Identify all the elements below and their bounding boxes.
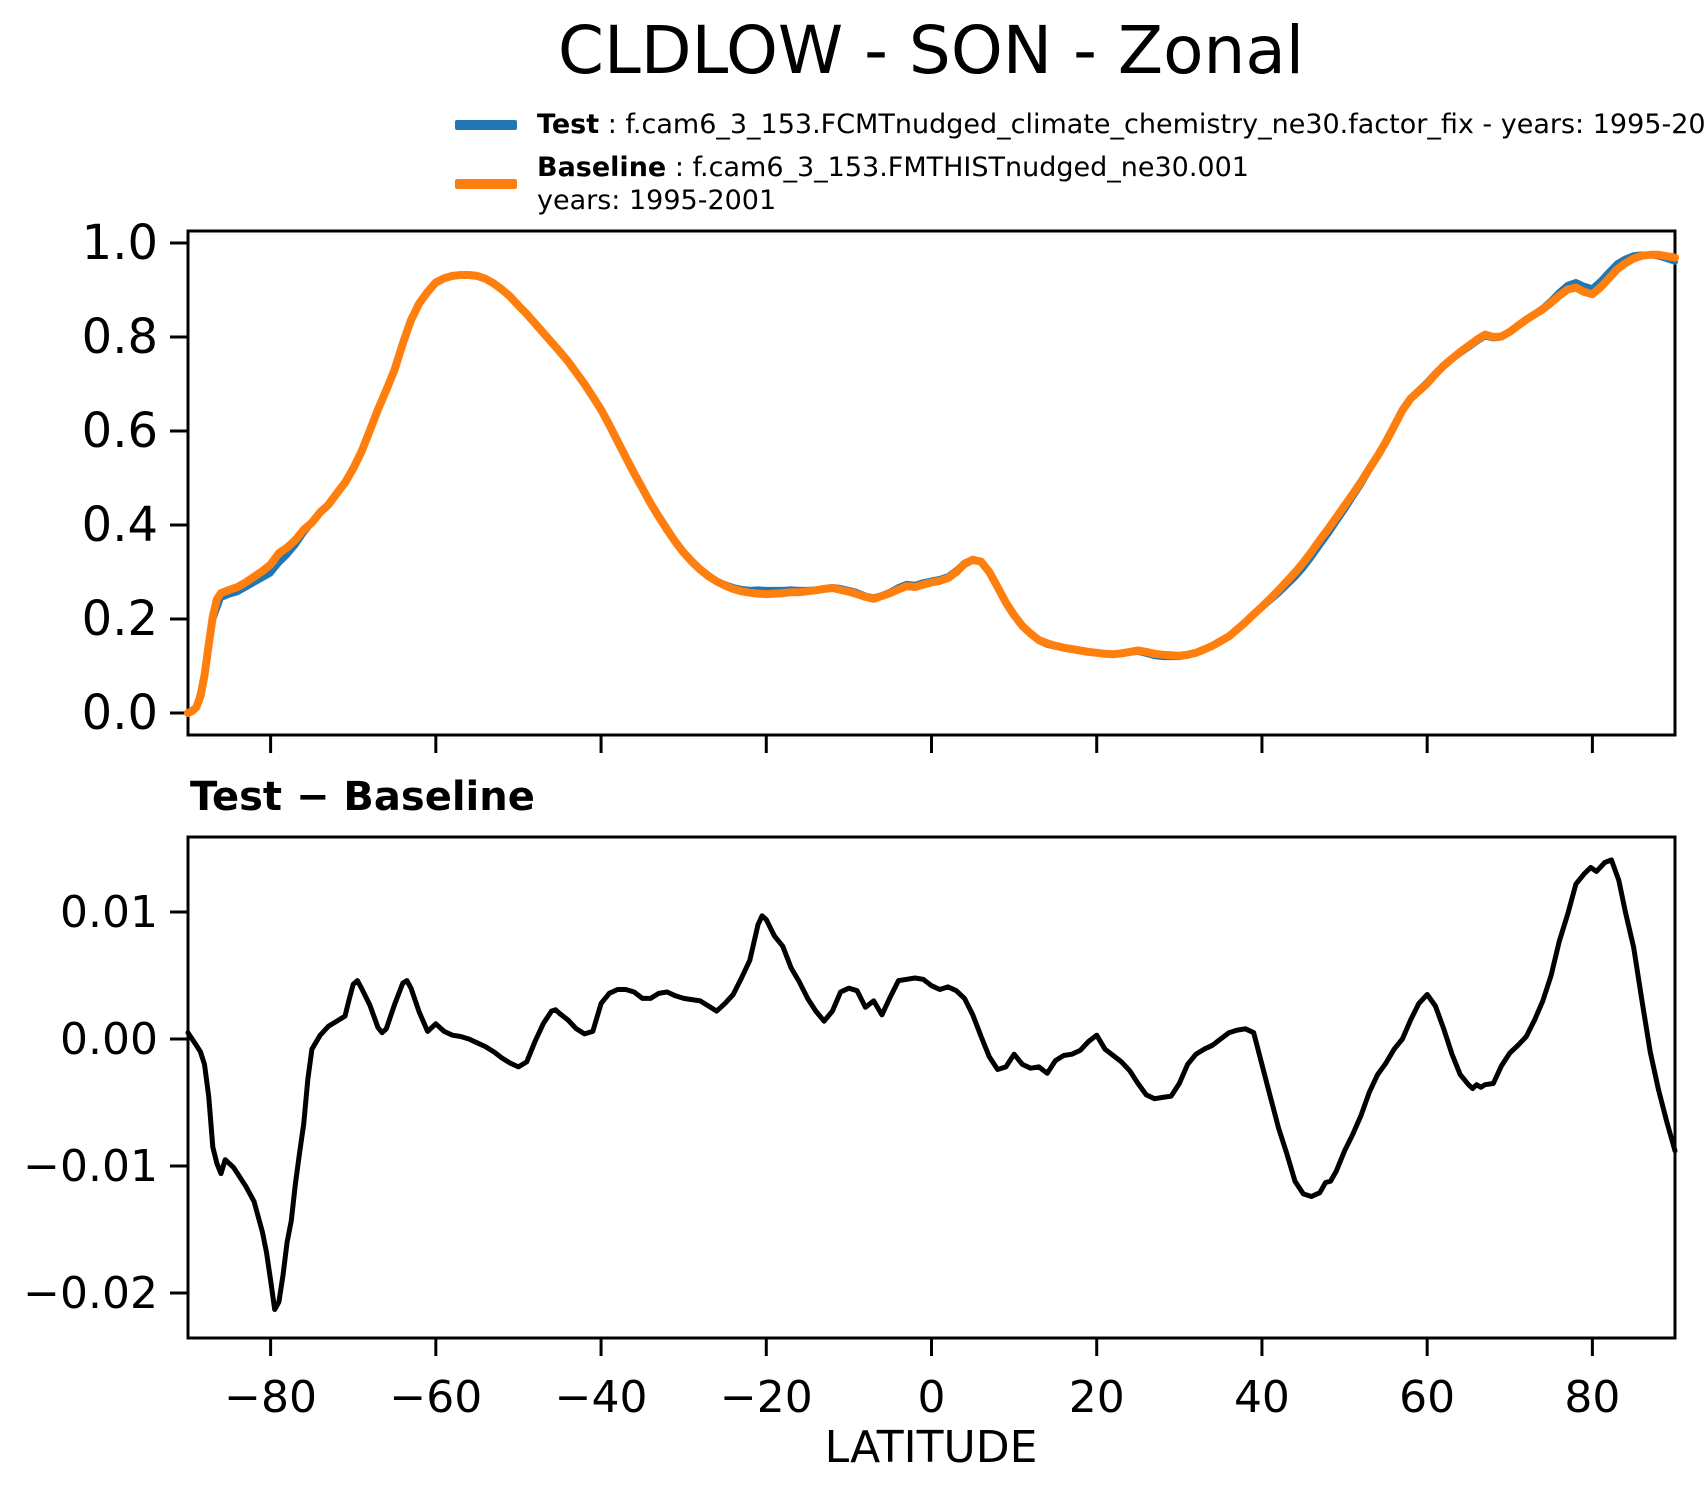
legend-test-label: Test : f.cam6_3_153.FCMTnudged_climate_c… (537, 108, 1704, 141)
tick-label: 0.2 (82, 591, 158, 647)
tick-label: −20 (720, 1372, 813, 1423)
axis-tick-labels: −80 −60 −40 −20 0 20 40 60 801.00.80.60.40.20.00… (23, 215, 1620, 1423)
legend-baseline-line1: Baseline : f.cam6_3_153.FMTHISTnudged_ne… (537, 151, 1249, 184)
tick-label: 0.4 (82, 497, 158, 553)
top-axes-frame (186, 229, 1677, 737)
tick-label: −60 (389, 1372, 482, 1423)
baseline-line-swatch (455, 179, 517, 189)
tick-label: 1.0 (82, 215, 158, 271)
legend-baseline-sep: : (666, 152, 693, 183)
x-axis-label: LATITUDE (825, 1422, 1038, 1473)
axis-ticks (170, 241, 1594, 1356)
tick-label: 0.00 (60, 1014, 158, 1065)
tick-label: 60 (1399, 1372, 1455, 1423)
tick-label: 0 (918, 1372, 946, 1423)
tick-label: −80 (224, 1372, 317, 1423)
tick-label: 0.8 (82, 309, 158, 365)
difference-line (185, 857, 1678, 1312)
baseline-line (184, 250, 1679, 717)
legend-baseline-line2: years: 1995-2001 (537, 185, 777, 216)
tick-label: 40 (1234, 1372, 1290, 1423)
legend-entry-baseline: Baseline : f.cam6_3_153.FMTHISTnudged_ne… (455, 151, 1704, 217)
legend-test-sep: : (599, 109, 626, 140)
legend: Test : f.cam6_3_153.FCMTnudged_climate_c… (455, 108, 1704, 227)
legend-baseline-label: Baseline : f.cam6_3_153.FMTHISTnudged_ne… (537, 151, 1249, 217)
tick-label: 0.6 (82, 403, 158, 459)
tick-label: 80 (1564, 1372, 1620, 1423)
difference-panel-title: Test − Baseline (190, 774, 535, 820)
bottom-axes-frame (186, 835, 1677, 1340)
legend-baseline-name: Baseline (537, 152, 667, 183)
tick-label: −0.02 (23, 1268, 158, 1319)
test-line-swatch (455, 119, 517, 130)
legend-entry-test: Test : f.cam6_3_153.FCMTnudged_climate_c… (455, 108, 1704, 141)
legend-test-desc: f.cam6_3_153.FCMTnudged_climate_chemistr… (625, 109, 1704, 140)
tick-label: 0.01 (60, 887, 158, 938)
tick-label: 0.0 (82, 685, 158, 741)
tick-label: −0.01 (23, 1141, 158, 1192)
legend-test-name: Test (537, 109, 600, 140)
tick-label: −40 (555, 1372, 648, 1423)
chart-title: CLDLOW - SON - Zonal (557, 12, 1305, 89)
tick-label: 20 (1069, 1372, 1125, 1423)
legend-baseline-desc: f.cam6_3_153.FMTHISTnudged_ne30.001 (692, 152, 1249, 183)
